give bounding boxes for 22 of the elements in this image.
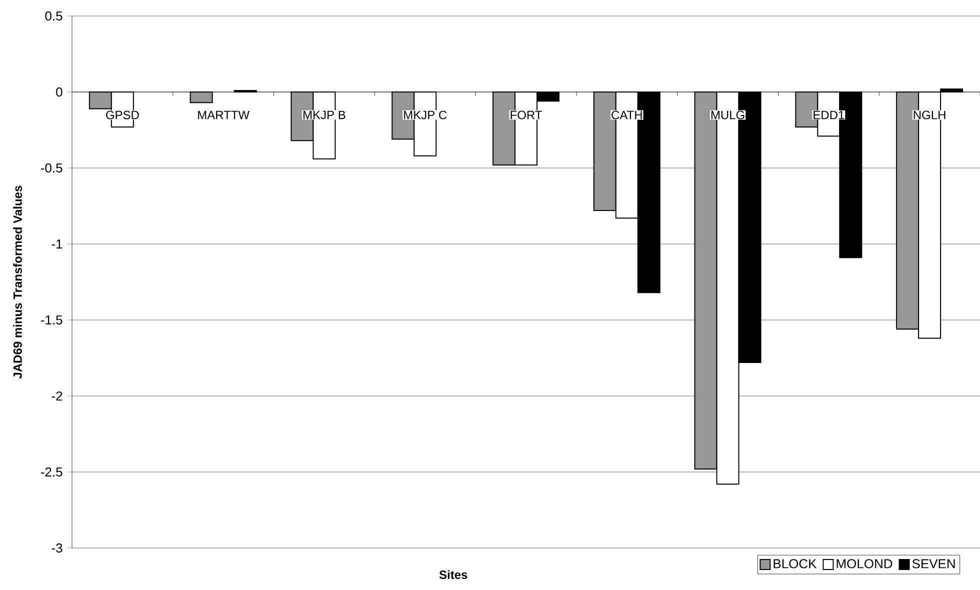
x-tick-label: MULG — [711, 110, 744, 120]
x-tick-label: CATH — [612, 110, 642, 120]
y-tick-label: -3 — [52, 543, 62, 553]
legend-label: MOLOND — [836, 559, 892, 568]
x-tick-label: MKJP B — [304, 110, 346, 120]
y-tick-label: -0.5 — [40, 163, 62, 173]
x-tick-label: FORT — [510, 110, 542, 120]
legend-label: BLOCK — [774, 559, 817, 568]
y-tick-label: -1 — [52, 240, 62, 248]
y-tick-label: 0.5 — [45, 11, 62, 21]
x-tick-label: GPSD — [106, 110, 139, 120]
y-axis-title: JAD69 minus Transformed Values — [13, 186, 22, 379]
x-axis-title: Sites — [439, 570, 468, 580]
x-tick-label: NGLH — [914, 110, 946, 120]
x-tick-label: EDD1 — [814, 110, 844, 120]
y-tick-label: -1.5 — [40, 315, 62, 325]
y-tick-label: -2.5 — [40, 467, 62, 477]
legend-label: SEVEN — [912, 559, 955, 568]
y-tick-label: 0 — [56, 87, 62, 97]
x-tick-label: MKJP C — [404, 110, 447, 120]
x-tick-label: MARTTW — [198, 110, 250, 120]
y-tick-label: -2 — [52, 391, 62, 401]
